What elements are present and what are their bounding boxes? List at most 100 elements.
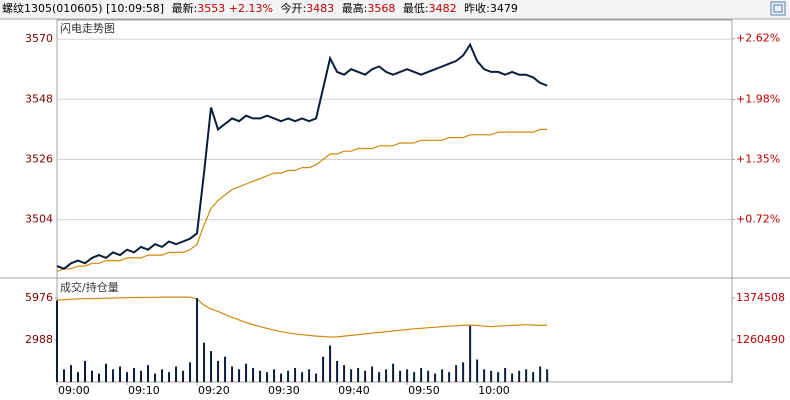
volume-bar [546,369,549,382]
volume-bar [392,363,395,382]
volume-bar [357,367,360,382]
volume-bar [154,373,157,382]
volume-bar [301,372,304,382]
high-value: 3568 [367,2,395,15]
y2-tick-label: +2.62% [736,32,780,45]
volume-bar [77,372,80,382]
volume-bar [504,367,507,382]
volume-bar [532,372,535,382]
plot-frame [56,19,733,383]
volume-bar [518,370,521,382]
volume-bar [378,372,381,382]
volume-bar [238,369,241,382]
latest-change: +2.13% [229,2,273,15]
volume-bar [224,356,227,382]
volume-bar [56,300,58,382]
x-tick-label: 09:50 [408,384,440,397]
volume-bar [266,372,269,382]
x-tick-label: 09:00 [58,384,90,397]
x-tick-label: 09:30 [268,384,300,397]
open-value: 3483 [306,2,334,15]
button-icon[interactable] [773,4,783,13]
volume-bar [126,372,129,382]
volume-bar [469,325,472,382]
volume-bar [196,298,199,382]
volume-bar [217,360,220,382]
volume-bar [420,367,423,382]
volume-bar [287,370,290,382]
prev-close-value: 3479 [490,2,518,15]
volume-bar [294,367,297,382]
x-tick-label: 10:00 [478,384,510,397]
volume-bar [399,370,402,382]
volume-bar [441,369,444,382]
volume-bar [203,342,206,382]
volume-bar [511,373,514,382]
high-label: 最高: [342,1,368,15]
volume-bar [91,370,94,382]
prev-close-label: 昨收: [464,1,490,15]
volume-bar [98,373,101,382]
volume-bar [350,369,353,382]
volume-bar [406,369,409,382]
y-tick-label: 5976 [25,291,53,304]
volume-bar [189,362,192,382]
volume-bar [483,369,486,382]
volume-bar [175,366,178,382]
header-bar [0,0,790,18]
series-line [56,128,548,273]
volume-bar [182,370,185,382]
volume-bar [105,363,108,382]
low-label: 最低: [403,2,429,15]
latest-price: 3553 [197,2,225,15]
latest-label: 最新: [172,1,198,15]
volume-bar [329,345,332,382]
volume-bar [336,360,339,382]
volume-bar [112,369,115,382]
y-tick-label: 3526 [25,152,53,165]
volume-bar [252,367,255,382]
open-label: 今开: [280,1,306,15]
volume-bar [413,372,416,382]
volume-bar [133,367,136,382]
low-value: 3482 [429,2,457,15]
volume-bar [448,372,451,382]
x-tick-label: 09:10 [128,384,160,397]
volume-bar [315,373,318,382]
volume-bar [70,365,73,382]
panel-title: 闪电走势图 [60,21,115,35]
volume-bar [210,351,213,382]
volume-bar [231,366,234,382]
volume-bar [147,365,150,382]
volume-bar [434,373,437,382]
volume-bar [343,365,346,382]
volume-bar [462,362,465,382]
y-tick-label: 3548 [25,92,53,105]
button-frame[interactable] [770,1,786,16]
volume-bar [322,356,325,382]
volume-bar [455,365,458,382]
y-tick-label: 2988 [25,333,53,346]
volume-bar [539,366,542,382]
panel-title: 成交/持仓量 [60,280,119,294]
y2-tick-label: 1260490 [736,333,785,346]
volume-bar [364,370,367,382]
y2-tick-label: +0.72% [736,212,780,225]
volume-bar [245,363,248,382]
series-line [56,296,548,338]
volume-bar [63,369,66,382]
volume-bar [280,373,283,382]
y2-tick-label: +1.98% [736,93,780,106]
series-line [56,42,548,270]
window-button[interactable] [770,1,786,16]
volume-bar [476,359,479,382]
x-tick-label: 09:40 [338,384,370,397]
volume-bar [427,370,430,382]
y-tick-label: 3570 [25,32,53,45]
y2-tick-label: +1.35% [736,153,780,166]
volume-bar [385,369,388,382]
volume-bar [371,366,374,382]
time: [10:09:58] [106,2,164,15]
